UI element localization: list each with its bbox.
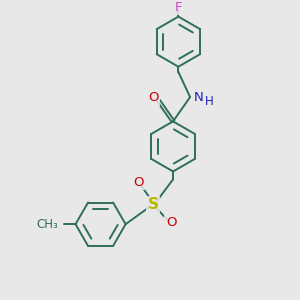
Text: O: O [148, 91, 159, 104]
Text: H: H [205, 94, 213, 107]
Text: N: N [194, 91, 203, 103]
Text: O: O [166, 216, 176, 230]
Text: S: S [148, 197, 159, 212]
Text: CH₃: CH₃ [37, 218, 58, 231]
Text: O: O [134, 176, 144, 188]
Text: F: F [175, 1, 182, 14]
